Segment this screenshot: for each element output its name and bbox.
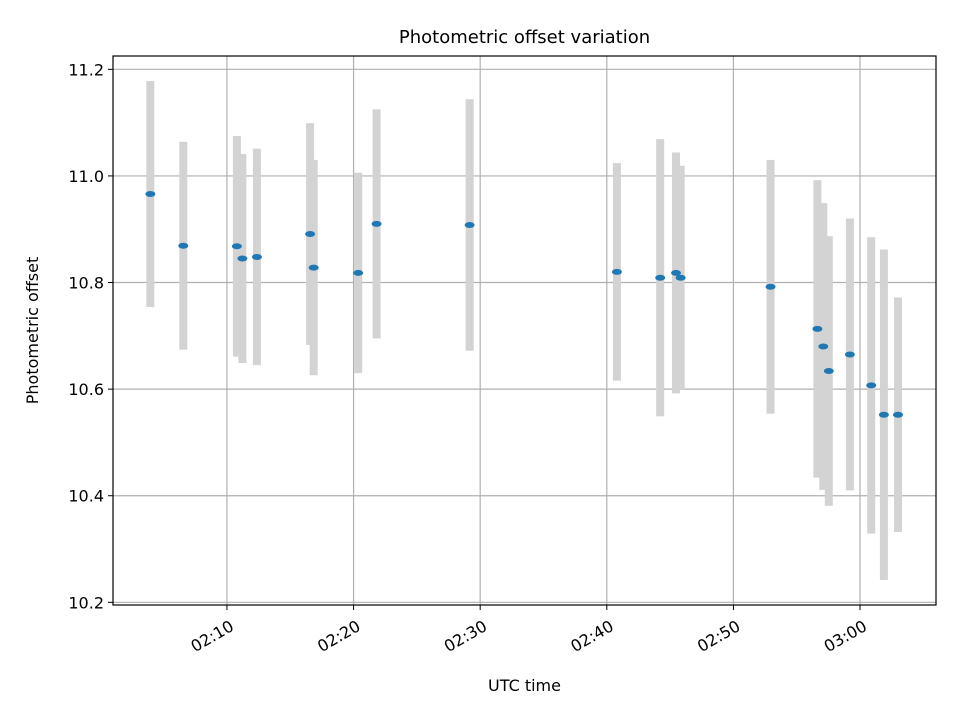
data-point (231, 243, 242, 250)
data-point (305, 231, 316, 238)
plot-frame (112, 55, 937, 606)
y-tick-label: 10.4 (68, 487, 104, 506)
y-tick-label: 11.2 (68, 60, 104, 79)
data-point (893, 411, 904, 418)
data-point (844, 351, 855, 358)
data-point (237, 255, 248, 262)
data-point (671, 269, 682, 276)
data-point (655, 274, 666, 281)
data-point (878, 411, 889, 418)
data-point (611, 268, 622, 275)
data-point (812, 325, 823, 332)
x-axis-title: UTC time (488, 676, 561, 695)
chart-title: Photometric offset variation (399, 27, 650, 48)
y-tick-label: 10.8 (68, 274, 104, 293)
data-points (145, 191, 904, 418)
y-tick-label: 10.2 (68, 593, 104, 612)
data-point (251, 253, 262, 260)
data-point (823, 368, 834, 375)
data-point (464, 221, 475, 228)
data-point (765, 283, 776, 290)
data-point (818, 343, 829, 350)
data-point (308, 264, 319, 271)
y-axis-ticks: 10.2 10.4 10.6 10.8 11.0 11.2 (68, 60, 113, 612)
data-point (866, 382, 877, 389)
data-point (675, 274, 686, 281)
y-tick-label: 10.6 (68, 380, 104, 399)
data-point (353, 269, 364, 276)
y-axis-title: Photometric offset (23, 257, 42, 405)
grid (113, 56, 936, 605)
data-point (145, 191, 156, 198)
data-point (371, 220, 382, 227)
y-tick-label: 11.0 (68, 167, 104, 186)
data-point (178, 242, 189, 249)
